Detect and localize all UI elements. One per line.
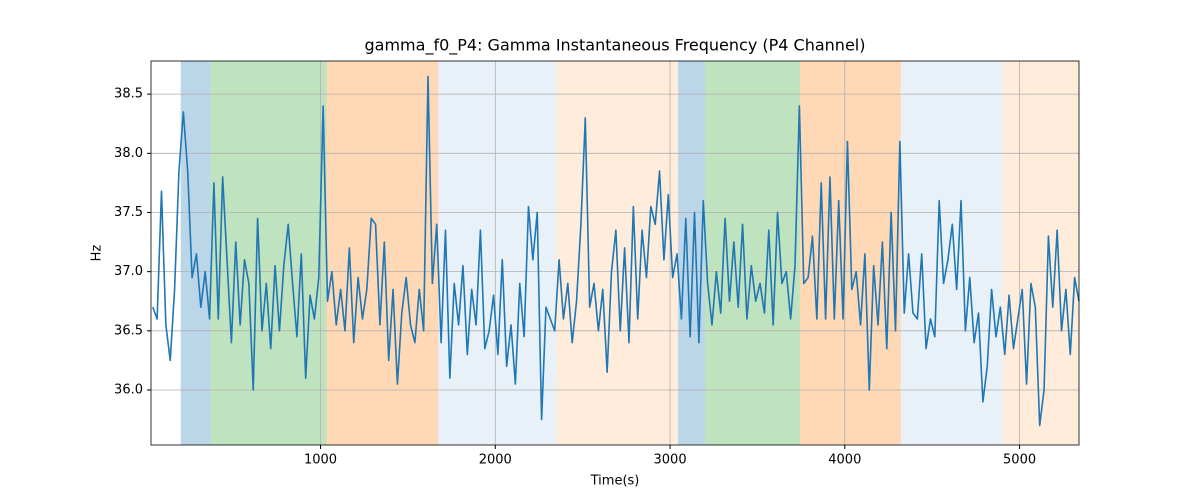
spans [180, 61, 1079, 445]
x-tick-label: 5000 [1003, 453, 1036, 468]
x-axis-label: Time(s) [590, 474, 640, 489]
span [326, 61, 439, 445]
y-tick-label: 36.5 [114, 323, 143, 338]
axes: 1000 2000 3000 4000 5000 36.0 36.5 37.0 37.5 38.0… [114, 87, 1036, 468]
span [678, 61, 706, 445]
plot [151, 75, 1080, 427]
axes-frame [150, 60, 1080, 446]
span [180, 61, 211, 445]
span [705, 61, 800, 445]
y-tick-label: 36.0 [114, 382, 143, 397]
x-tick-label: 3000 [654, 453, 687, 468]
x-tick-label: 1000 [304, 453, 337, 468]
span [1002, 61, 1079, 445]
y-tick-label: 37.0 [114, 264, 143, 279]
span [438, 61, 557, 445]
x-tick-label: 4000 [828, 453, 861, 468]
y-axis-label: Hz [90, 245, 105, 262]
span [210, 61, 327, 445]
y-tick-label: 38.5 [114, 87, 143, 102]
x-tick-label: 2000 [479, 453, 512, 468]
y-tick-label: 37.5 [114, 205, 143, 220]
y-tick-label: 38.0 [114, 146, 143, 161]
grid [151, 61, 1079, 445]
span [900, 61, 1003, 445]
data-line [151, 75, 1080, 427]
chart-title: gamma_f0_P4: Gamma Instantaneous Frequen… [365, 36, 866, 56]
